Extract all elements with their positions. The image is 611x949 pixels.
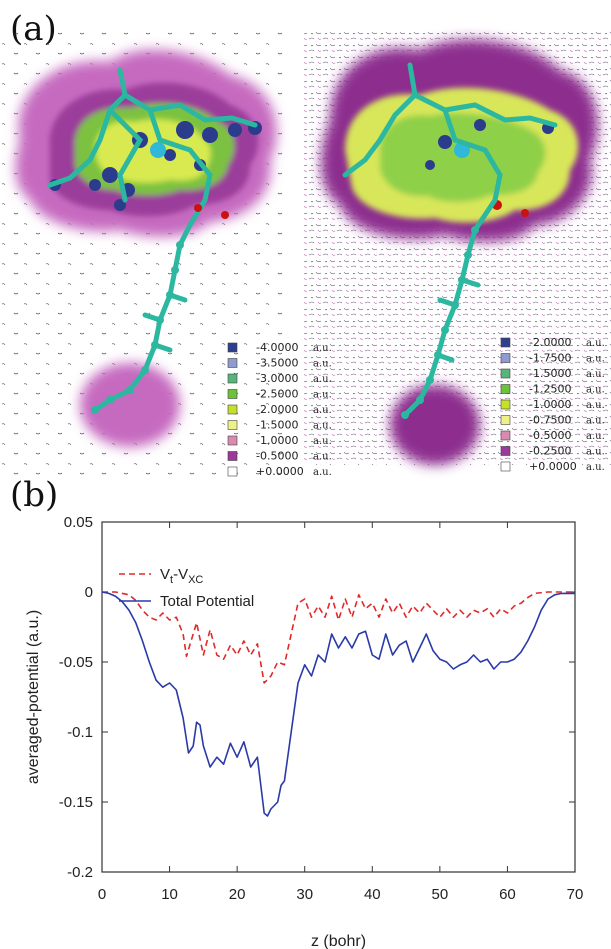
x-axis-label: z (bohr) bbox=[311, 933, 366, 949]
x-tick-label: 70 bbox=[567, 886, 584, 903]
legend-swatch bbox=[500, 461, 511, 472]
legend-swatch bbox=[227, 451, 238, 461]
y-tick-label: -0.15 bbox=[59, 794, 93, 811]
legend-value: -1.5000 bbox=[256, 419, 298, 432]
legend-unit: a.u. bbox=[313, 405, 332, 416]
series-line-total-potential bbox=[101, 591, 575, 817]
legend-value: -0.7500 bbox=[529, 414, 571, 427]
legend-value: +0.0000 bbox=[256, 465, 304, 478]
legend-swatch bbox=[227, 420, 238, 430]
right-map-tail-blob bbox=[390, 385, 480, 465]
legend-value: -2.5000 bbox=[256, 388, 298, 401]
legend-unit: a.u. bbox=[586, 385, 605, 396]
legend-value: -1.5000 bbox=[529, 367, 571, 380]
left-density-map bbox=[0, 30, 282, 480]
legend-value: -1.0000 bbox=[256, 434, 298, 447]
legend-label-total-potential: Total Potential bbox=[160, 593, 254, 610]
legend-swatch bbox=[500, 353, 511, 363]
legend-swatch bbox=[227, 435, 238, 446]
x-tick-label: 20 bbox=[229, 886, 246, 903]
legend-unit: a.u. bbox=[586, 400, 605, 411]
legend-swatch bbox=[500, 337, 511, 348]
molecule-right bbox=[342, 62, 558, 418]
legend-unit: a.u. bbox=[313, 421, 332, 432]
legend-value: -3.0000 bbox=[256, 372, 298, 385]
legend-unit: a.u. bbox=[586, 416, 605, 427]
legend-unit: a.u. bbox=[313, 343, 332, 354]
y-tick-label: -0.1 bbox=[67, 724, 93, 741]
molecule-right-tail-atoms bbox=[401, 226, 479, 419]
legend-unit: a.u. bbox=[586, 338, 605, 349]
y-tick-label: 0.05 bbox=[64, 514, 93, 531]
legend-unit: a.u. bbox=[313, 374, 332, 385]
series-lines bbox=[101, 591, 575, 817]
legend-swatch bbox=[500, 399, 511, 410]
legend-unit: a.u. bbox=[313, 452, 332, 463]
x-tick-label: 0 bbox=[98, 886, 106, 903]
legend-value: -0.5000 bbox=[529, 429, 571, 442]
legend-swatch bbox=[227, 466, 238, 477]
legend-label-part: XC bbox=[188, 574, 203, 586]
legend-unit: a.u. bbox=[313, 467, 332, 478]
legend-swatch bbox=[227, 404, 238, 415]
legend-label-part: V bbox=[160, 566, 170, 583]
legend-swatch bbox=[500, 446, 511, 456]
legend-unit: a.u. bbox=[586, 369, 605, 380]
left-legend: -4.0000 a.u. -3.5000 a.u. -3.0000 a.u. -2.5000… bbox=[227, 341, 332, 478]
y-tick-label: 0 bbox=[85, 584, 93, 601]
legend-value: +0.0000 bbox=[529, 460, 577, 473]
plot-frame bbox=[101, 521, 576, 873]
y-tick-label: -0.2 bbox=[67, 864, 93, 881]
legend-value: -1.2500 bbox=[529, 383, 571, 396]
legend-value: -1.7500 bbox=[529, 352, 571, 365]
right-map-atoms bbox=[425, 119, 554, 217]
x-tick-label: 50 bbox=[432, 886, 449, 903]
legend-unit: a.u. bbox=[313, 390, 332, 401]
x-tick-label: 10 bbox=[161, 886, 178, 903]
x-ticks: 0 10 20 30 40 50 60 70 bbox=[98, 522, 584, 903]
legend-swatch bbox=[227, 358, 238, 368]
legend-value: -0.5000 bbox=[256, 450, 298, 463]
legend-swatch bbox=[227, 373, 238, 384]
left-map-tail-blob bbox=[80, 363, 180, 447]
legend-label-part: t bbox=[170, 574, 173, 586]
y-ticks: 0.05 0 -0.05 -0.1 -0.15 -0.2 bbox=[59, 514, 575, 881]
legend-unit: a.u. bbox=[586, 447, 605, 458]
chart-legend: Vt-VXC Total Potential bbox=[119, 566, 254, 610]
legend-swatch bbox=[227, 342, 238, 353]
y-tick-label: -0.05 bbox=[59, 654, 93, 671]
legend-value: -0.2500 bbox=[529, 445, 571, 458]
legend-value: -1.0000 bbox=[529, 398, 571, 411]
legend-unit: a.u. bbox=[586, 431, 605, 442]
molecule-left-tail-atoms bbox=[91, 204, 229, 414]
right-legend: -2.0000 a.u. -1.7500 a.u. -1.5000 a.u. -1.2500… bbox=[500, 336, 605, 473]
legend-swatch bbox=[227, 389, 238, 399]
potential-chart: 0 10 20 30 40 50 60 70 0.050-0.05-0.1-0.15-0.2 … bbox=[25, 514, 583, 949]
legend-value: -3.5000 bbox=[256, 357, 298, 370]
x-tick-label: 40 bbox=[364, 886, 381, 903]
legend-unit: a.u. bbox=[313, 359, 332, 370]
panel-b-label: (b) bbox=[10, 475, 58, 515]
legend-swatch bbox=[500, 384, 511, 394]
legend-value: -4.0000 bbox=[256, 341, 298, 354]
legend-unit: a.u. bbox=[313, 436, 332, 447]
legend-swatch bbox=[500, 368, 511, 379]
series-line-vt-vxc bbox=[102, 591, 575, 684]
legend-unit: a.u. bbox=[586, 462, 605, 473]
y-axis-label: averaged-potential (a.u.) bbox=[25, 610, 42, 784]
x-tick-label: 60 bbox=[499, 886, 516, 903]
x-tick-label: 30 bbox=[296, 886, 313, 903]
legend-unit: a.u. bbox=[586, 354, 605, 365]
legend-swatch bbox=[500, 430, 511, 441]
legend-swatch bbox=[500, 415, 511, 425]
legend-label-vt-vxc: Vt-VXC bbox=[160, 566, 203, 586]
legend-value: -2.0000 bbox=[529, 336, 571, 349]
legend-label-part: -V bbox=[173, 566, 188, 583]
legend-value: -2.0000 bbox=[256, 403, 298, 416]
